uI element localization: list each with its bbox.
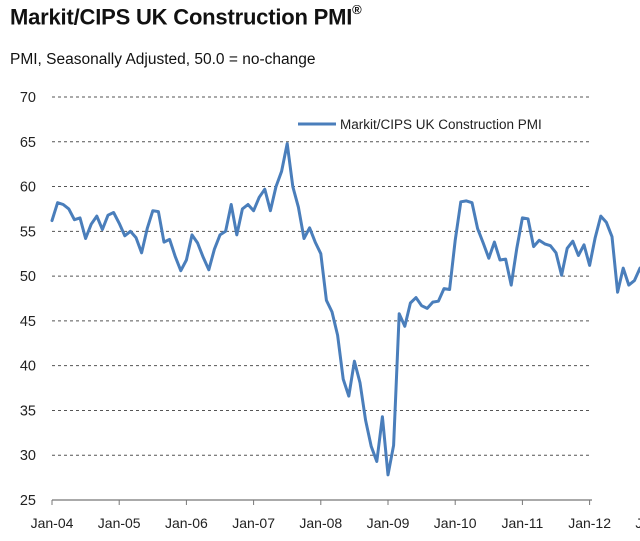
chart-title: Markit/CIPS UK Construction PMI® <box>10 2 362 30</box>
x-tick-label: Jan-09 <box>367 515 410 531</box>
y-tick-label: 65 <box>20 135 36 151</box>
x-tick-label: Jan-11 <box>502 515 544 531</box>
gridlines <box>52 96 592 456</box>
y-tick-label: 55 <box>20 224 36 240</box>
legend-label: Markit/CIPS UK Construction PMI <box>340 117 542 132</box>
y-tick-label: 45 <box>20 314 36 330</box>
x-tick-label: Jan-05 <box>98 515 141 531</box>
y-tick-label: 30 <box>20 448 36 464</box>
y-tick-label: 60 <box>20 180 36 196</box>
y-tick-label: 50 <box>20 269 36 285</box>
x-axis: Jan-04 Jan-05 Jan-06 Jan-07 Jan-08 Jan-09 Jan-… <box>31 499 640 531</box>
x-tick-label: Jan-13 <box>635 515 640 531</box>
x-tick-label: Jan-07 <box>232 515 275 531</box>
y-tick-label: 25 <box>20 493 36 509</box>
chart-subtitle: PMI, Seasonally Adjusted, 50.0 = no-chan… <box>10 51 316 68</box>
y-tick-label: 35 <box>20 403 36 419</box>
x-tick-label: Jan-06 <box>165 515 208 531</box>
x-tick-label: Jan-12 <box>568 515 611 531</box>
y-tick-label: 40 <box>20 359 36 375</box>
series-line-construction-pmi <box>50 142 640 477</box>
x-tick-label: Jan-08 <box>299 515 342 531</box>
series-layer <box>50 142 640 477</box>
x-tick-label: Jan-04 <box>31 515 74 531</box>
registered-mark: ® <box>352 2 362 17</box>
x-tick-label: Jan-10 <box>434 515 477 531</box>
y-tick-label: 70 <box>20 90 36 106</box>
legend: Markit/CIPS UK Construction PMI <box>298 117 542 132</box>
y-axis-ticks: 70 65 60 55 50 45 40 35 30 25 <box>20 90 36 509</box>
